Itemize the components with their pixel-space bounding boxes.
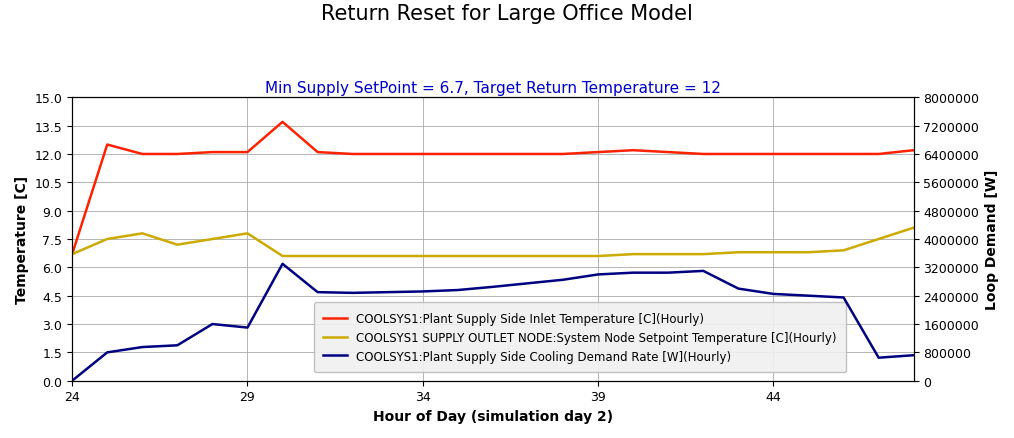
COOLSYS1 SUPPLY OUTLET NODE:System Node Setpoint Temperature [C](Hourly) [277,254,289,259]
COOLSYS1:Plant Supply Side Inlet Temperature [C](Hourly) [101,142,114,148]
COOLSYS1:Plant Supply Side Cooling Demand Rate [W](Hourly) [206,321,218,327]
COOLSYS1:Plant Supply Side Cooling Demand Rate [W](Hourly) [136,345,148,350]
COOLSYS1:Plant Supply Side Inlet Temperature [C](Hourly) [452,152,464,157]
COOLSYS1 SUPPLY OUTLET NODE:System Node Setpoint Temperature [C](Hourly) [101,237,114,242]
COOLSYS1:Plant Supply Side Cooling Demand Rate [W](Hourly) [241,325,254,330]
COOLSYS1 SUPPLY OUTLET NODE:System Node Setpoint Temperature [C](Hourly) [347,254,359,259]
COOLSYS1 SUPPLY OUTLET NODE:System Node Setpoint Temperature [C](Hourly) [732,250,744,255]
COOLSYS1:Plant Supply Side Inlet Temperature [C](Hourly) [768,152,780,157]
COOLSYS1:Plant Supply Side Inlet Temperature [C](Hourly) [171,152,184,157]
COOLSYS1:Plant Supply Side Inlet Temperature [C](Hourly) [347,152,359,157]
Line: COOLSYS1 SUPPLY OUTLET NODE:System Node Setpoint Temperature [C](Hourly): COOLSYS1 SUPPLY OUTLET NODE:System Node … [72,228,914,256]
COOLSYS1:Plant Supply Side Cooling Demand Rate [W](Hourly) [522,281,534,286]
COOLSYS1:Plant Supply Side Inlet Temperature [C](Hourly) [698,152,710,157]
COOLSYS1:Plant Supply Side Inlet Temperature [C](Hourly) [241,150,254,155]
COOLSYS1 SUPPLY OUTLET NODE:System Node Setpoint Temperature [C](Hourly) [698,252,710,257]
COOLSYS1 SUPPLY OUTLET NODE:System Node Setpoint Temperature [C](Hourly) [171,243,184,248]
COOLSYS1 SUPPLY OUTLET NODE:System Node Setpoint Temperature [C](Hourly) [522,254,534,259]
COOLSYS1:Plant Supply Side Inlet Temperature [C](Hourly) [908,148,920,153]
COOLSYS1:Plant Supply Side Inlet Temperature [C](Hourly) [627,148,639,153]
COOLSYS1:Plant Supply Side Inlet Temperature [C](Hourly) [277,120,289,125]
Y-axis label: Loop Demand [W]: Loop Demand [W] [985,170,999,310]
COOLSYS1:Plant Supply Side Cooling Demand Rate [W](Hourly) [627,270,639,276]
COOLSYS1:Plant Supply Side Cooling Demand Rate [W](Hourly) [487,285,499,290]
COOLSYS1:Plant Supply Side Cooling Demand Rate [W](Hourly) [101,350,114,355]
COOLSYS1:Plant Supply Side Inlet Temperature [C](Hourly) [557,152,569,157]
COOLSYS1:Plant Supply Side Cooling Demand Rate [W](Hourly) [452,288,464,293]
COOLSYS1:Plant Supply Side Cooling Demand Rate [W](Hourly) [171,343,184,348]
COOLSYS1:Plant Supply Side Cooling Demand Rate [W](Hourly) [417,289,429,294]
COOLSYS1 SUPPLY OUTLET NODE:System Node Setpoint Temperature [C](Hourly) [662,252,674,257]
COOLSYS1 SUPPLY OUTLET NODE:System Node Setpoint Temperature [C](Hourly) [136,231,148,237]
COOLSYS1:Plant Supply Side Cooling Demand Rate [W](Hourly) [277,261,289,267]
Text: Return Reset for Large Office Model: Return Reset for Large Office Model [321,4,693,25]
Y-axis label: Temperature [C]: Temperature [C] [15,176,29,304]
COOLSYS1 SUPPLY OUTLET NODE:System Node Setpoint Temperature [C](Hourly) [452,254,464,259]
COOLSYS1:Plant Supply Side Inlet Temperature [C](Hourly) [522,152,534,157]
COOLSYS1:Plant Supply Side Inlet Temperature [C](Hourly) [732,152,744,157]
COOLSYS1:Plant Supply Side Cooling Demand Rate [W](Hourly) [908,353,920,358]
COOLSYS1 SUPPLY OUTLET NODE:System Node Setpoint Temperature [C](Hourly) [417,254,429,259]
COOLSYS1:Plant Supply Side Inlet Temperature [C](Hourly) [838,152,850,157]
COOLSYS1 SUPPLY OUTLET NODE:System Node Setpoint Temperature [C](Hourly) [768,250,780,255]
COOLSYS1:Plant Supply Side Cooling Demand Rate [W](Hourly) [347,290,359,296]
COOLSYS1 SUPPLY OUTLET NODE:System Node Setpoint Temperature [C](Hourly) [206,237,218,242]
COOLSYS1:Plant Supply Side Inlet Temperature [C](Hourly) [662,150,674,155]
Line: COOLSYS1:Plant Supply Side Inlet Temperature [C](Hourly): COOLSYS1:Plant Supply Side Inlet Tempera… [72,123,914,254]
COOLSYS1:Plant Supply Side Cooling Demand Rate [W](Hourly) [732,286,744,292]
COOLSYS1:Plant Supply Side Inlet Temperature [C](Hourly) [206,150,218,155]
COOLSYS1 SUPPLY OUTLET NODE:System Node Setpoint Temperature [C](Hourly) [802,250,814,255]
COOLSYS1:Plant Supply Side Cooling Demand Rate [W](Hourly) [802,293,814,299]
COOLSYS1:Plant Supply Side Cooling Demand Rate [W](Hourly) [66,378,78,384]
COOLSYS1:Plant Supply Side Cooling Demand Rate [W](Hourly) [838,295,850,300]
COOLSYS1:Plant Supply Side Cooling Demand Rate [W](Hourly) [698,268,710,274]
COOLSYS1 SUPPLY OUTLET NODE:System Node Setpoint Temperature [C](Hourly) [241,231,254,237]
COOLSYS1 SUPPLY OUTLET NODE:System Node Setpoint Temperature [C](Hourly) [311,254,323,259]
COOLSYS1:Plant Supply Side Cooling Demand Rate [W](Hourly) [557,278,569,283]
COOLSYS1 SUPPLY OUTLET NODE:System Node Setpoint Temperature [C](Hourly) [838,248,850,254]
COOLSYS1 SUPPLY OUTLET NODE:System Node Setpoint Temperature [C](Hourly) [908,226,920,231]
COOLSYS1:Plant Supply Side Cooling Demand Rate [W](Hourly) [311,290,323,295]
COOLSYS1:Plant Supply Side Inlet Temperature [C](Hourly) [417,152,429,157]
COOLSYS1:Plant Supply Side Inlet Temperature [C](Hourly) [487,152,499,157]
COOLSYS1:Plant Supply Side Cooling Demand Rate [W](Hourly) [662,270,674,276]
COOLSYS1 SUPPLY OUTLET NODE:System Node Setpoint Temperature [C](Hourly) [557,254,569,259]
COOLSYS1 SUPPLY OUTLET NODE:System Node Setpoint Temperature [C](Hourly) [66,252,78,257]
COOLSYS1 SUPPLY OUTLET NODE:System Node Setpoint Temperature [C](Hourly) [873,237,885,242]
COOLSYS1 SUPPLY OUTLET NODE:System Node Setpoint Temperature [C](Hourly) [627,252,639,257]
COOLSYS1:Plant Supply Side Inlet Temperature [C](Hourly) [66,252,78,257]
COOLSYS1:Plant Supply Side Cooling Demand Rate [W](Hourly) [768,292,780,297]
COOLSYS1 SUPPLY OUTLET NODE:System Node Setpoint Temperature [C](Hourly) [381,254,393,259]
COOLSYS1:Plant Supply Side Inlet Temperature [C](Hourly) [802,152,814,157]
COOLSYS1 SUPPLY OUTLET NODE:System Node Setpoint Temperature [C](Hourly) [487,254,499,259]
COOLSYS1:Plant Supply Side Inlet Temperature [C](Hourly) [592,150,604,155]
COOLSYS1:Plant Supply Side Cooling Demand Rate [W](Hourly) [873,355,885,360]
COOLSYS1:Plant Supply Side Inlet Temperature [C](Hourly) [136,152,148,157]
COOLSYS1:Plant Supply Side Inlet Temperature [C](Hourly) [381,152,393,157]
COOLSYS1:Plant Supply Side Cooling Demand Rate [W](Hourly) [592,272,604,277]
COOLSYS1:Plant Supply Side Inlet Temperature [C](Hourly) [873,152,885,157]
Title: Min Supply SetPoint = 6.7, Target Return Temperature = 12: Min Supply SetPoint = 6.7, Target Return… [265,81,721,95]
Legend: COOLSYS1:Plant Supply Side Inlet Temperature [C](Hourly), COOLSYS1 SUPPLY OUTLET: COOLSYS1:Plant Supply Side Inlet Tempera… [313,303,846,372]
Line: COOLSYS1:Plant Supply Side Cooling Demand Rate [W](Hourly): COOLSYS1:Plant Supply Side Cooling Deman… [72,264,914,381]
COOLSYS1:Plant Supply Side Cooling Demand Rate [W](Hourly) [381,290,393,295]
X-axis label: Hour of Day (simulation day 2): Hour of Day (simulation day 2) [373,409,613,423]
COOLSYS1:Plant Supply Side Inlet Temperature [C](Hourly) [311,150,323,155]
COOLSYS1 SUPPLY OUTLET NODE:System Node Setpoint Temperature [C](Hourly) [592,254,604,259]
